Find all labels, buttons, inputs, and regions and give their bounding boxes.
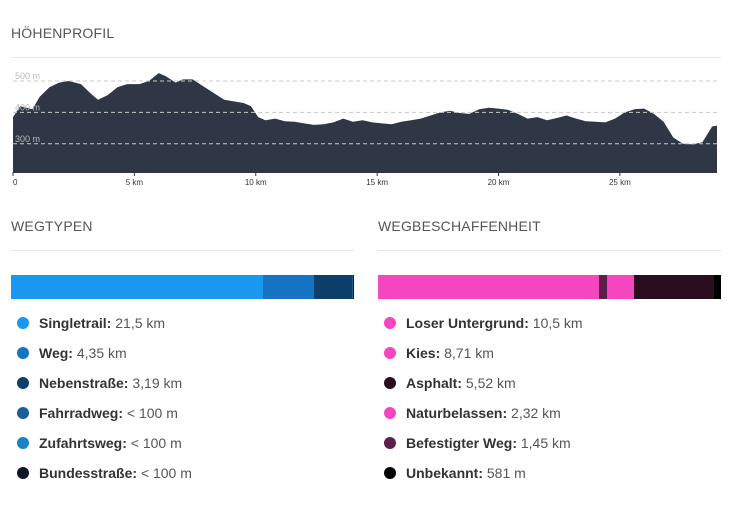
wegbeschaffenheit-title: WEGBESCHAFFENHEIT xyxy=(378,218,541,234)
wegbeschaffenheit-bar xyxy=(378,275,721,299)
legend-dot-icon xyxy=(17,437,29,449)
wegbeschaffenheit-bar-segment xyxy=(498,275,600,299)
legend-value: 2,32 km xyxy=(511,405,561,421)
wegbeschaffenheit-legend-item: Asphalt: 5,52 km xyxy=(384,368,583,398)
wegtypen-bar-segment xyxy=(351,275,353,299)
legend-dot-icon xyxy=(17,347,29,359)
wegtypen-bar-segment xyxy=(352,275,354,299)
wegbeschaffenheit-bar-segment xyxy=(697,275,715,299)
legend-dot-icon xyxy=(17,467,29,479)
wegtypen-legend: Singletrail: 21,5 km Weg: 4,35 km Nebenstr… xyxy=(17,308,192,488)
wegbeschaffenheit-bar-segment xyxy=(634,275,698,299)
legend-dot-icon xyxy=(17,317,29,329)
wegbeschaffenheit-legend-item: Unbekannt: 581 m xyxy=(384,458,583,488)
legend-value: < 100 m xyxy=(140,465,192,481)
legend-dot-icon xyxy=(384,377,396,389)
y-tick-label: 500 m xyxy=(15,71,40,81)
wegbeschaffenheit-bar-segment xyxy=(607,275,634,299)
legend-label: Loser Untergrund: xyxy=(406,315,529,331)
wegbeschaffenheit-legend-item: Loser Untergrund: 10,5 km xyxy=(384,308,583,338)
legend-dot-icon xyxy=(17,377,29,389)
legend-value: < 100 m xyxy=(126,405,178,421)
wegtypen-legend-item: Bundesstraße: < 100 m xyxy=(17,458,192,488)
legend-dot-icon xyxy=(384,437,396,449)
wegbeschaffenheit-bar-segment xyxy=(714,275,721,299)
profile-divider xyxy=(11,57,721,58)
wegbeschaffenheit-legend: Loser Untergrund: 10,5 km Kies: 8,71 km As… xyxy=(384,308,583,488)
wegbeschaffenheit-bar-segment xyxy=(599,275,608,299)
x-tick-label: 15 km xyxy=(366,178,388,187)
elevation-profile-chart: 300 m 400 m 500 m 0 5 km 10 km 15 km 20 km 25 km xyxy=(12,71,717,187)
x-tick-label: 0 xyxy=(13,178,18,187)
legend-label: Unbekannt: xyxy=(406,465,483,481)
wegbeschaffenheit-divider xyxy=(378,250,721,251)
x-tick-label: 5 km xyxy=(126,178,144,187)
x-tick-label: 10 km xyxy=(245,178,267,187)
legend-dot-icon xyxy=(384,467,396,479)
wegbeschaffenheit-bar-segment xyxy=(378,275,499,299)
legend-value: 21,5 km xyxy=(115,315,166,331)
y-tick-label: 300 m xyxy=(15,134,40,144)
legend-label: Zufahrtsweg: xyxy=(39,435,127,451)
wegtypen-bar-segment xyxy=(353,275,354,299)
x-tick-label: 20 km xyxy=(488,178,510,187)
legend-label: Nebenstraße: xyxy=(39,375,129,391)
profile-title: HÖHENPROFIL xyxy=(11,25,115,41)
wegtypen-legend-item: Nebenstraße: 3,19 km xyxy=(17,368,192,398)
wegbeschaffenheit-legend-item: Naturbelassen: 2,32 km xyxy=(384,398,583,428)
legend-value: 10,5 km xyxy=(532,315,583,331)
legend-dot-icon xyxy=(17,407,29,419)
elevation-area xyxy=(13,73,717,172)
legend-value: 8,71 km xyxy=(444,345,494,361)
wegtypen-divider xyxy=(11,250,354,251)
legend-dot-icon xyxy=(384,317,396,329)
legend-value: 4,35 km xyxy=(76,345,127,361)
legend-label: Asphalt: xyxy=(406,375,462,391)
wegtypen-legend-item: Weg: 4,35 km xyxy=(17,338,192,368)
wegtypen-bar xyxy=(11,275,354,299)
legend-label: Weg: xyxy=(39,345,73,361)
legend-label: Fahrradweg: xyxy=(39,405,124,421)
wegtypen-bar-segment xyxy=(263,275,315,299)
legend-label: Bundesstraße: xyxy=(39,465,138,481)
wegbeschaffenheit-legend-item: Kies: 8,71 km xyxy=(384,338,583,368)
wegtypen-title: WEGTYPEN xyxy=(11,218,93,234)
legend-label: Befestigter Weg: xyxy=(406,435,517,451)
wegbeschaffenheit-legend-item: Befestigter Weg: 1,45 km xyxy=(384,428,583,458)
legend-value: 5,52 km xyxy=(465,375,516,391)
legend-value: < 100 m xyxy=(130,435,182,451)
wegtypen-bar-segment xyxy=(314,275,352,299)
legend-dot-icon xyxy=(384,407,396,419)
wegtypen-legend-item: Fahrradweg: < 100 m xyxy=(17,398,192,428)
wegtypen-legend-item: Singletrail: 21,5 km xyxy=(17,308,192,338)
legend-dot-icon xyxy=(384,347,396,359)
wegtypen-legend-item: Zufahrtsweg: < 100 m xyxy=(17,428,192,458)
x-tick-label: 25 km xyxy=(609,178,631,187)
legend-label: Singletrail: xyxy=(39,315,112,331)
legend-label: Naturbelassen: xyxy=(406,405,508,421)
legend-value: 581 m xyxy=(486,465,526,481)
wegtypen-bar-segment xyxy=(11,275,264,299)
legend-label: Kies: xyxy=(406,345,441,361)
legend-value: 3,19 km xyxy=(132,375,183,391)
legend-value: 1,45 km xyxy=(520,435,571,451)
y-tick-label: 400 m xyxy=(15,102,40,112)
